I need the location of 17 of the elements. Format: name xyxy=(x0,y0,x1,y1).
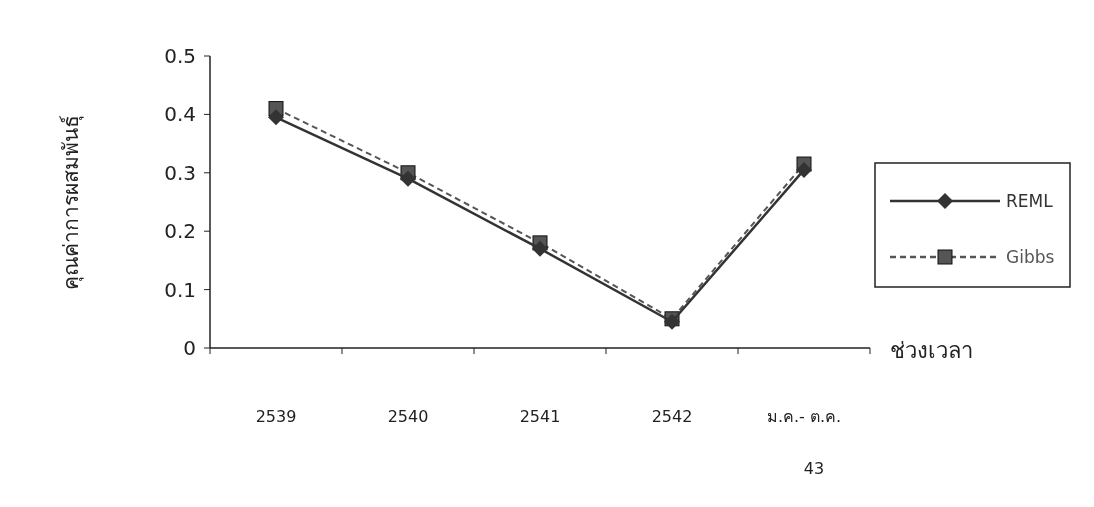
y-tick-label: 0.1 xyxy=(164,277,196,302)
y-tick-label: 0.2 xyxy=(164,219,196,244)
y-axis-title: คุณค่าการผสมพันธุ์ xyxy=(59,114,84,290)
point xyxy=(400,170,416,187)
category-label: ม.ค.- ต.ค. 43 xyxy=(766,407,842,478)
y-tick-label: 0.5 xyxy=(164,44,196,68)
point xyxy=(268,109,284,126)
point xyxy=(532,240,548,257)
point xyxy=(796,161,812,178)
x-tick-label: 2540 xyxy=(387,407,429,426)
x-tick-label: 2539 xyxy=(255,407,297,426)
y-tick-label: 0.4 xyxy=(164,102,196,127)
x-axis-title: ช่วงเวลา xyxy=(890,338,973,363)
y-tick-label: 0.3 xyxy=(164,160,196,185)
x-tick-label: 2541 xyxy=(519,407,561,426)
x-tick-label: 2542 xyxy=(651,407,693,426)
y-tick-label: 0 xyxy=(183,336,196,360)
